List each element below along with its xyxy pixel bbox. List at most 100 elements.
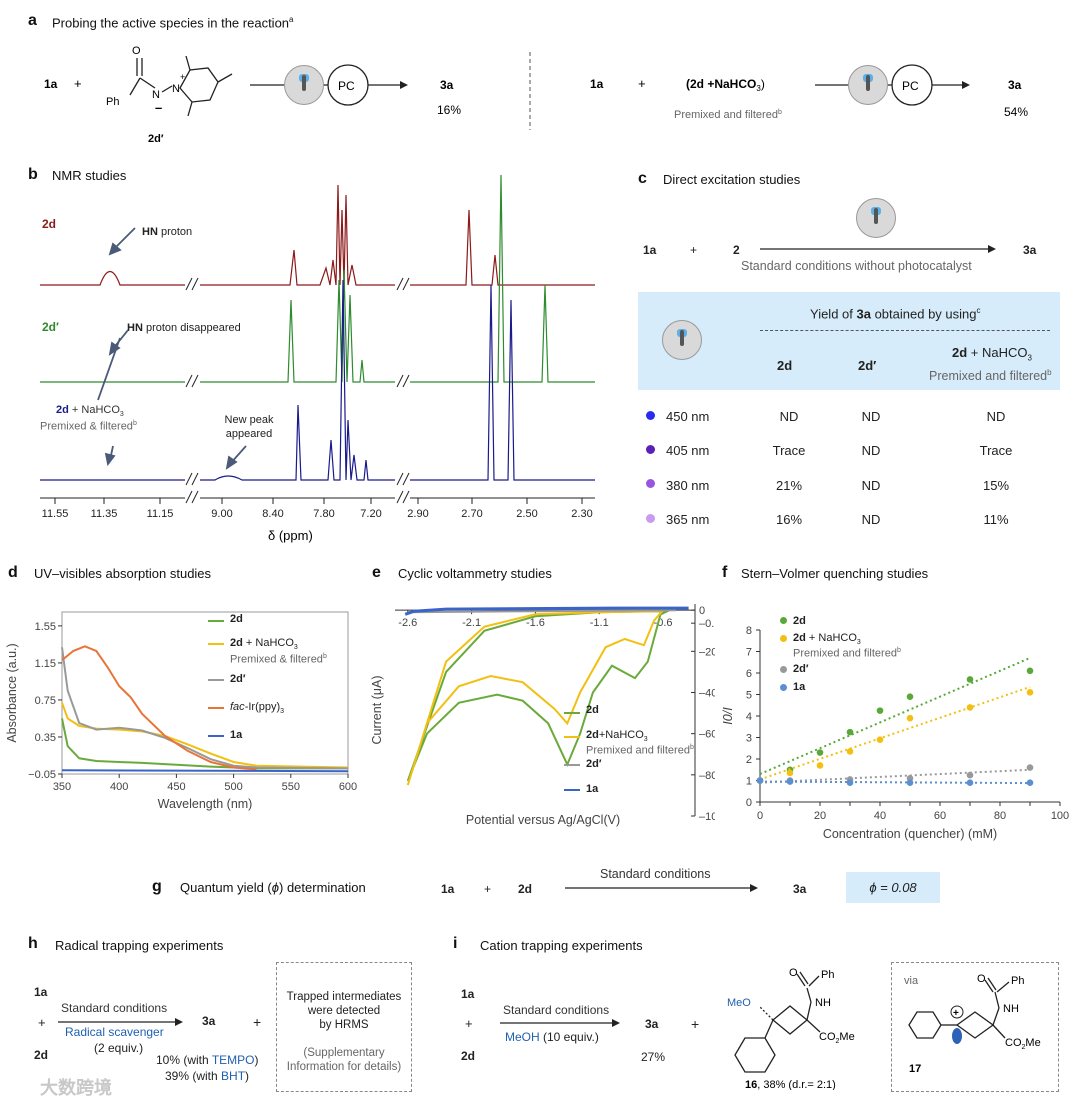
g-result: ϕ = 0.08	[846, 872, 940, 903]
e-series-2d-nahco3	[406, 608, 666, 786]
panel-h-title: Radical trapping experiments	[55, 938, 224, 953]
d-xtick-label: 500	[224, 781, 242, 793]
17-co2me: CO2Me	[1005, 1037, 1041, 1051]
nmr-tick: 9.00	[211, 508, 232, 520]
watermark: 大数跨境	[40, 1078, 112, 1098]
16-label: 16, 38% (d.r.= 2:1)	[745, 1079, 836, 1090]
d-legend-2d: 2d	[230, 613, 243, 625]
f-xtick-label: 20	[814, 810, 826, 822]
nmr-label-2d: 2d	[42, 217, 57, 231]
f-ytick-label: 3	[746, 733, 752, 745]
2dp-label: 2d′	[148, 133, 164, 145]
e-series-1a	[404, 606, 689, 616]
e-legend-note: Premixed and filteredb	[586, 744, 694, 757]
c-cell: ND	[861, 409, 881, 424]
svg-text:+: +	[953, 1008, 959, 1019]
d-ytick-label: 1.55	[35, 621, 56, 633]
c-col-2dp: 2d′	[858, 358, 877, 373]
nmr-tick: 7.80	[313, 508, 334, 520]
f-ytick-label: 7	[746, 647, 752, 659]
wavelength-dot	[646, 445, 655, 454]
panel-b-title: NMR studies	[52, 168, 127, 183]
nmr-tick: 11.15	[147, 508, 174, 520]
lamp-icon	[856, 198, 896, 238]
d-series-line	[61, 718, 348, 770]
h-plus2: +	[253, 1014, 262, 1030]
16-ph: Ph	[821, 969, 834, 981]
panel-g-label: g	[152, 878, 162, 895]
c-header-text: Yield of 3a obtained by usingc	[810, 306, 981, 322]
f-fit-line	[759, 768, 1031, 784]
e-legend-2d-nahco3: 2d+NaHCO3	[586, 729, 648, 744]
i-cond2: MeOH (10 equiv.)	[505, 1030, 599, 1044]
f-data-point	[876, 707, 884, 714]
h-2d: 2d	[34, 1048, 49, 1062]
panel-c-label: c	[638, 170, 647, 187]
wavelength-dot	[646, 479, 655, 488]
a-right-pc: PC	[902, 79, 919, 93]
stern-volmer-chart: 0 20 40 60 80 100 0 1 2 3 4 5 6 7 8 Concentration (quen…	[721, 625, 1069, 841]
panel-d-title: UV–visibles absorption studies	[34, 566, 212, 581]
f-data-point	[846, 779, 854, 786]
nmr-tick: 2.90	[407, 508, 428, 520]
f-ytick-label: 5	[746, 690, 752, 702]
nmr-annot-new-peak: New peak appeared	[224, 414, 274, 440]
e-ytick-label: 0	[699, 605, 705, 617]
c-cell: 16%	[775, 512, 803, 527]
nmr-tick: 2.70	[461, 508, 482, 520]
d-legend-ir: fac-Ir(ppy)3	[230, 701, 285, 716]
i-via: via	[904, 975, 919, 987]
2dp-o: O	[132, 45, 141, 57]
d-ylabel: Absorbance (a.u.)	[5, 643, 19, 742]
e-ytick-label: –60	[699, 729, 715, 741]
c-col-note: Premixed and filteredb	[929, 368, 1052, 384]
h-plus: +	[38, 1015, 46, 1030]
f-legend-2d-nahco3: 2d + NaHCO3	[793, 632, 861, 647]
c-arrow	[760, 245, 996, 253]
f-xlabel: Concentration (quencher) (mM)	[823, 827, 997, 841]
d-legend-2dp: 2d′	[230, 673, 246, 685]
c-row-wl: 380 nm	[666, 478, 710, 493]
2dp-n: N	[152, 89, 160, 101]
e-xlabel: Potential versus Ag/AgCl(V)	[466, 813, 620, 827]
c-cell: ND	[779, 409, 799, 424]
f-data-point	[846, 728, 854, 736]
c-cell: ND	[861, 478, 881, 493]
f-data-point	[966, 779, 974, 786]
16-meo: MeO	[727, 997, 751, 1009]
e-series-2dp	[407, 609, 676, 614]
g-condition: Standard conditions	[600, 867, 711, 881]
f-data-point	[846, 748, 854, 755]
g-1a: 1a	[441, 882, 455, 896]
c-cell: ND	[986, 409, 1006, 424]
f-xtick-label: 60	[934, 810, 946, 822]
h-cond2: Radical scavenger	[65, 1025, 164, 1039]
d-legend-note: Premixed & filteredb	[230, 653, 327, 666]
h-yield-tempo: 10% (with TEMPO)	[156, 1053, 259, 1067]
c-table-header	[638, 292, 1060, 390]
e-xtick-label: -1.6	[526, 617, 545, 629]
d-ytick-label: 0.35	[35, 732, 56, 744]
f-ytick-label: 2	[746, 754, 752, 766]
e-xtick-label: -2.6	[398, 617, 417, 629]
c-col-2d: 2d	[777, 358, 793, 373]
f-ytick-label: 0	[746, 797, 752, 809]
a-right-1a: 1a	[590, 77, 604, 91]
f-data-point	[786, 769, 794, 777]
a-right-note: Premixed and filteredb	[674, 109, 782, 121]
i-3a: 3a	[645, 1017, 659, 1031]
nmr-note-premixed: Premixed & filteredb	[40, 420, 137, 433]
e-legend-2dp: 2d′	[586, 758, 602, 770]
c-cell: ND	[861, 443, 881, 458]
h-box	[276, 962, 412, 1092]
panel-c-title: Direct excitation studies	[663, 172, 801, 187]
d-series-line	[61, 769, 349, 773]
lamp-icon	[848, 65, 888, 105]
c-cell: 15%	[982, 478, 1010, 493]
e-ylabel: Current (μA)	[370, 675, 384, 744]
16-nh: NH	[815, 997, 831, 1009]
e-series-2d	[406, 609, 670, 782]
nmr-xlabel: δ (ppm)	[268, 528, 313, 543]
17-label: 17	[909, 1063, 921, 1075]
c-row-wl: 365 nm	[666, 512, 710, 527]
